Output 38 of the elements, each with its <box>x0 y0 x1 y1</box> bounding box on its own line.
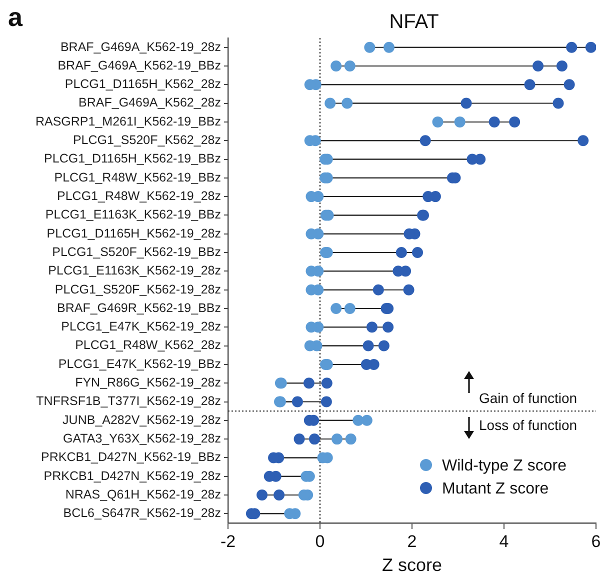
x-tick-label: 2 <box>407 532 417 551</box>
y-tick-label: PLCG1_S520F_K562-19_BBz <box>52 244 221 259</box>
annotation: Gain of function <box>479 390 578 406</box>
y-tick-label: BRAF_G469A_K562-19_BBz <box>58 58 221 72</box>
x-tick-label: 0 <box>315 532 325 551</box>
y-tick-label: PLCG1_S520F_K562-19_28z <box>54 282 221 296</box>
y-tick-label: BRAF_G469R_K562-19_BBz <box>57 300 221 315</box>
y-tick-label: BRAF_G469A_K562-19_28z <box>60 40 221 54</box>
y-tick-label: RASGRP1_M261I_K562-19_BBz <box>35 114 221 128</box>
y-tick-label: PLCG1_R48W_K562-19_BBz <box>54 170 221 184</box>
y-tick-label: PLCG1_D1165H_K562-19_28z <box>46 226 221 240</box>
legend-label: Mutant Z score <box>442 480 549 498</box>
y-tick-label: PLCG1_D1165H_K562-19_BBz <box>44 152 221 166</box>
y-tick-label: BCL6_S647R_K562-19_28z <box>63 506 221 520</box>
y-tick-label: PLCG1_R48W_K562-19_28z <box>57 189 221 204</box>
legend-label: Wild-type Z score <box>442 457 567 474</box>
y-tick-label: JUNB_A282V_K562-19_28z <box>62 412 221 427</box>
annotation: Loss of function <box>479 417 578 434</box>
x-tick-label: 6 <box>591 532 601 551</box>
y-tick-label: TNFRSF1B_T377I_K562-19_28z <box>36 394 221 408</box>
y-tick-label: PLCG1_E1163K_K562-19_BBz <box>45 208 221 222</box>
y-tick-label: GATA3_Y63X_K562-19_28z <box>63 432 221 446</box>
y-tick-label: PLCG1_E1163K_K562-19_28z <box>48 264 221 278</box>
y-tick-label: PLCG1_E47K_K562-19_BBz <box>58 356 221 371</box>
y-tick-label: FYN_R86G_K562-19_28z <box>75 376 221 390</box>
x-axis-title: Z score <box>382 555 442 576</box>
y-tick-label: PLCG1_E47K_K562-19_28z <box>61 320 221 334</box>
chart-title: NFAT <box>389 11 439 33</box>
y-tick-label: PRKCB1_D427N_K562-19_BBz <box>41 450 221 464</box>
y-tick-label: PLCG1_S520F_K562_28z <box>72 133 221 148</box>
y-tick-label: BRAF_G469A_K562_28z <box>78 96 221 110</box>
y-tick-label: PLCG1_D1165H_K562_28z <box>64 77 221 92</box>
x-tick-label: 4 <box>499 532 509 551</box>
x-tick-label: -2 <box>220 532 236 551</box>
y-tick-label: PRKCB1_D427N_K562-19_28z <box>44 468 221 483</box>
y-tick-label: PLCG1_R48W_K562_28z <box>75 338 221 352</box>
y-tick-label: NRAS_Q61H_K562-19_28z <box>65 487 221 502</box>
text: a <box>8 2 23 32</box>
